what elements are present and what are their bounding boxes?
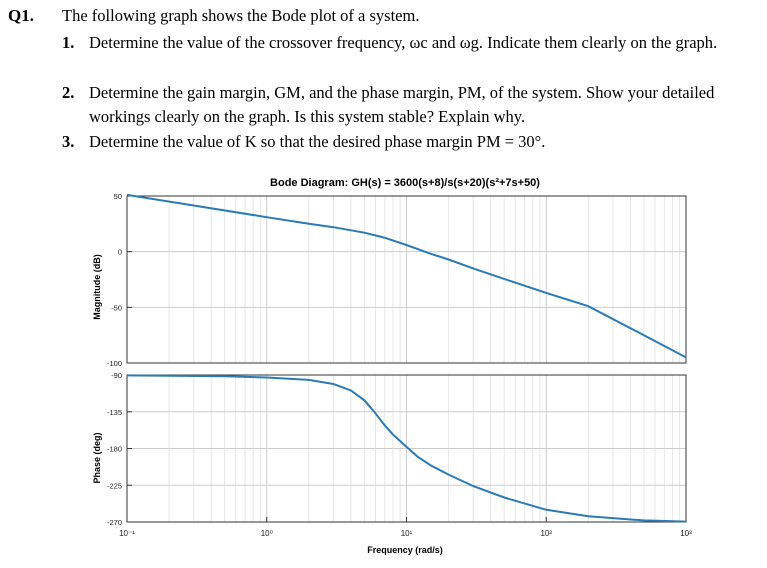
- item-number: 2.: [62, 83, 75, 102]
- phase-y-tick-label: -270: [107, 518, 122, 527]
- phase-x-tick-label: 10⁰: [261, 529, 273, 538]
- magnitude-y-tick-label: 50: [114, 192, 122, 201]
- question-item-1: 1. Determine the value of the crossover …: [62, 31, 719, 55]
- magnitude-plot: 50 0 -50 -100: [107, 192, 687, 368]
- phase-plot: -90 -135 -180 -225 -270 10⁻¹ 10⁰ 10¹ 10² 10³: [107, 371, 692, 538]
- item-number: 3.: [62, 132, 75, 151]
- item-number: 1.: [62, 33, 75, 52]
- question-item-3: 3. Determine the value of K so that the …: [62, 130, 719, 154]
- magnitude-y-tick-label: -50: [111, 303, 122, 312]
- phase-y-tick-label: -225: [107, 481, 122, 490]
- phase-y-tick-label: -135: [107, 408, 122, 417]
- chart-title: Bode Diagram: GH(s) = 3600(s+8)/s(s+20)(…: [270, 177, 540, 189]
- item-text: Determine the gain margin, GM, and the p…: [89, 83, 715, 126]
- phase-series-line: [126, 374, 687, 523]
- phase-y-tick-label: -90: [111, 371, 122, 380]
- magnitude-y-tick-label: 0: [118, 248, 122, 257]
- magnitude-y-tick-label: -100: [107, 359, 122, 368]
- question-item-2: 2. Determine the gain margin, GM, and th…: [62, 81, 719, 129]
- frequency-axis-label: Frequency (rad/s): [367, 545, 443, 555]
- phase-x-tick-label: 10¹: [401, 529, 413, 538]
- phase-x-tick-label: 10²: [540, 529, 552, 538]
- magnitude-axis-label: Magnitude (dB): [92, 254, 102, 320]
- question-number: Q1.: [8, 6, 34, 25]
- magnitude-series-line: [126, 193, 687, 359]
- item-text: Determine the value of K so that the des…: [89, 132, 546, 151]
- phase-y-tick-label: -180: [107, 445, 122, 454]
- question-intro: The following graph shows the Bode plot …: [62, 6, 420, 25]
- magnitude-axes-box: [126, 195, 687, 364]
- phase-axis-label: Phase (deg): [92, 432, 102, 483]
- item-text: Determine the value of the crossover fre…: [89, 33, 718, 52]
- phase-x-tick-label: 10⁻¹: [119, 529, 135, 538]
- phase-x-tick-label: 10³: [680, 529, 692, 538]
